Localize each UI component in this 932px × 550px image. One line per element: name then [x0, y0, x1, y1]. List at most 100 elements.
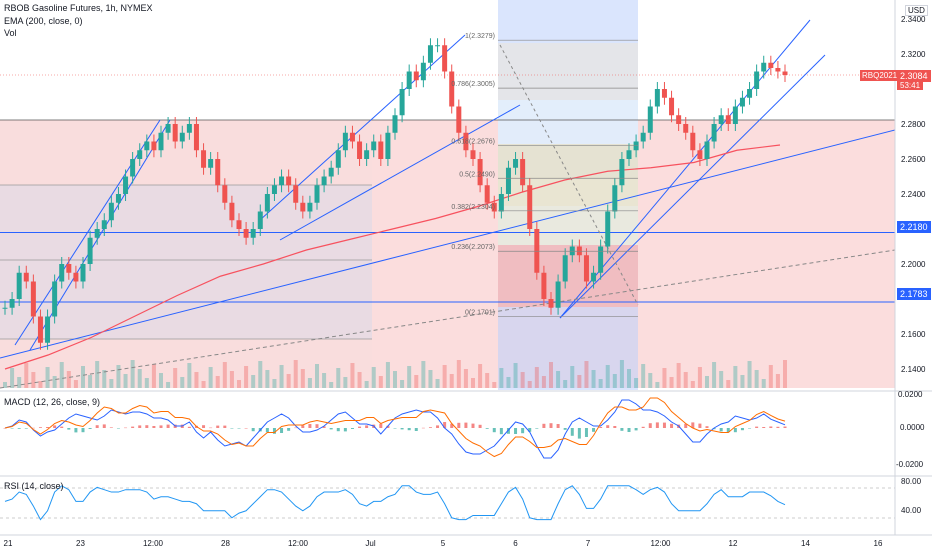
candle: [123, 176, 129, 194]
macd-histogram-bar: [755, 426, 759, 428]
macd-histogram-bar: [514, 428, 518, 434]
volume-bar: [669, 377, 674, 388]
volume-bar: [350, 363, 355, 388]
volume-bar: [655, 382, 660, 388]
candle: [413, 71, 419, 81]
volume-bar: [747, 361, 752, 388]
x-tick-label: 16: [874, 539, 883, 548]
volume-bar: [641, 364, 646, 388]
x-tick-label: 12:00: [650, 539, 671, 548]
volume-bar: [180, 377, 185, 388]
volume-indicator-label[interactable]: Vol: [4, 28, 17, 38]
macd-histogram-bar: [535, 428, 539, 429]
macd-histogram-bar: [223, 425, 227, 428]
candle: [229, 202, 235, 221]
x-tick-label: 6: [513, 539, 518, 548]
candle: [555, 281, 561, 308]
volume-bar: [385, 362, 390, 388]
candle: [236, 220, 242, 229]
hline-label-lower[interactable]: 2.1783: [897, 288, 931, 300]
candle: [491, 202, 497, 212]
candle: [73, 272, 79, 282]
macd-histogram-bar: [109, 427, 113, 428]
volume-bar: [733, 366, 738, 388]
macd-histogram-bar: [393, 428, 397, 429]
currency-label[interactable]: USD: [905, 5, 928, 16]
volume-bar: [428, 370, 433, 388]
volume-bar: [81, 366, 85, 388]
volume-bar: [265, 370, 270, 388]
candle: [647, 106, 653, 133]
candle: [732, 106, 738, 124]
candle: [2, 307, 8, 309]
macd-histogram-bar: [60, 426, 64, 428]
volume-bar: [279, 365, 284, 388]
candle: [747, 89, 753, 98]
volume-bar: [24, 363, 29, 388]
candle: [130, 159, 136, 177]
candle: [52, 281, 58, 317]
candle: [264, 194, 270, 212]
y-tick-label: 2.2000: [901, 260, 926, 269]
volume-bar: [783, 360, 787, 388]
candle: [498, 194, 504, 212]
macd-title[interactable]: MACD (12, 26, close, 9): [4, 397, 101, 407]
candle: [626, 150, 632, 159]
candle: [115, 194, 121, 203]
candle: [470, 150, 476, 159]
volume-bar: [520, 372, 525, 388]
volume-bar: [229, 371, 234, 388]
macd-histogram-bar: [492, 428, 496, 433]
macd-histogram-bar: [379, 423, 383, 428]
candle: [321, 176, 327, 186]
candle: [158, 132, 164, 151]
macd-histogram-bar: [613, 426, 617, 428]
volume-bar: [251, 375, 256, 388]
volume-bar: [549, 362, 553, 388]
volume-bar: [237, 380, 241, 388]
candle: [357, 141, 363, 159]
volume-bar: [563, 380, 568, 388]
y-tick-label: 2.3200: [901, 50, 926, 59]
candle: [328, 167, 334, 177]
volume-bar: [159, 373, 163, 388]
candle: [23, 272, 29, 282]
fib-retracement[interactable]: [498, 43, 638, 307]
candle: [435, 45, 441, 47]
signal-line: [4, 397, 786, 458]
macd-histogram-bar: [116, 428, 120, 429]
ema-indicator-label[interactable]: EMA (200, close, 0): [4, 16, 83, 26]
volume-bar: [768, 365, 773, 388]
y-tick-label: 2.2400: [901, 190, 926, 199]
candle: [598, 246, 604, 273]
candle: [293, 185, 299, 203]
rsi-title[interactable]: RSI (14, close): [4, 481, 64, 491]
volume-bar: [591, 370, 596, 388]
candle: [364, 150, 370, 159]
macd-histogram-bar: [386, 425, 390, 428]
volume-bar: [272, 379, 277, 388]
volume-bar: [726, 380, 731, 388]
candle: [442, 45, 448, 72]
candle: [619, 159, 625, 186]
volume-bar: [3, 382, 7, 388]
macd-histogram-bar: [350, 428, 354, 429]
macd-histogram-bar: [209, 427, 213, 429]
macd-histogram-bar: [499, 428, 503, 435]
x-tick-label: Jul: [365, 539, 375, 548]
macd-histogram-bar: [606, 425, 610, 428]
hline-label-upper[interactable]: 2.2180: [897, 221, 931, 233]
volume-bar: [286, 374, 291, 388]
candle: [768, 62, 774, 68]
macd-histogram-bar: [244, 428, 248, 429]
macd-histogram-bar: [570, 428, 574, 436]
macd-histogram-bar: [691, 422, 695, 428]
volume-bar: [534, 367, 539, 388]
macd-histogram-bar: [428, 427, 432, 428]
volume-bar: [187, 363, 192, 388]
volume-bar: [712, 362, 717, 388]
candle: [215, 159, 221, 186]
candle: [725, 115, 731, 124]
y-tick-label: 2.1400: [901, 365, 926, 374]
